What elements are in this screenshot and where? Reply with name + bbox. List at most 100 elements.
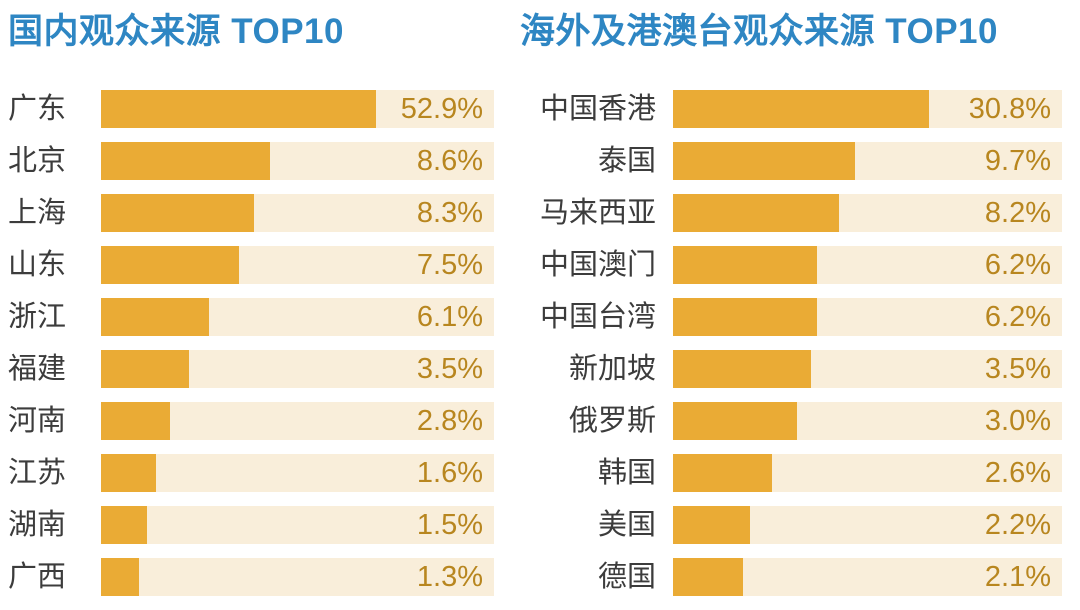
bar-fill [673, 350, 812, 388]
overseas-audience-chart: 海外及港澳台观众来源 TOP10 中国香港 30.8% 泰国 9.7% 马来西亚 8.2%… [520, 0, 1062, 610]
bar-track: 2.6% [673, 454, 1062, 492]
bar-track: 6.2% [673, 298, 1062, 336]
value-label: 8.6% [416, 145, 483, 177]
bar-fill [673, 90, 930, 128]
bar-fill [101, 402, 171, 440]
value-label: 6.2% [984, 249, 1051, 281]
bar-track: 2.1% [673, 558, 1062, 596]
bar-fill [673, 246, 817, 284]
bar-fill [673, 298, 817, 336]
value-label: 30.8% [968, 93, 1051, 125]
bar-row: 中国香港 30.8% [520, 90, 1062, 128]
bar-track: 3.5% [673, 350, 1062, 388]
domestic-audience-chart: 国内观众来源 TOP10 广东 52.9% 北京 8.6% 上海 8.3% 山东 7.5% 浙江… [8, 0, 494, 610]
bar-fill [673, 194, 840, 232]
bar-track: 30.8% [673, 90, 1062, 128]
value-label: 1.6% [416, 457, 483, 489]
bar-track: 1.5% [101, 506, 494, 544]
bar-track: 6.1% [101, 298, 494, 336]
category-label: 中国台湾 [539, 301, 656, 333]
bar-track: 8.6% [101, 142, 494, 180]
value-label: 1.3% [416, 561, 483, 593]
value-label: 6.2% [984, 301, 1051, 333]
bar-track: 2.8% [101, 402, 494, 440]
bar-fill [101, 350, 190, 388]
category-label: 广西 [8, 561, 67, 593]
bar-row: 俄罗斯 3.0% [520, 402, 1062, 440]
category-label: 河南 [8, 405, 67, 437]
bar-track: 3.5% [101, 350, 494, 388]
bar-row: 江苏 1.6% [8, 454, 494, 492]
category-label: 江苏 [8, 457, 67, 489]
bar-track: 6.2% [673, 246, 1062, 284]
value-label: 9.7% [984, 145, 1051, 177]
bar-row: 德国 2.1% [520, 558, 1062, 596]
bar-track: 52.9% [101, 90, 494, 128]
bar-row: 中国澳门 6.2% [520, 246, 1062, 284]
bar-row: 山东 7.5% [8, 246, 494, 284]
value-label: 2.8% [416, 405, 483, 437]
bar-row: 河南 2.8% [8, 402, 494, 440]
bar-track: 7.5% [101, 246, 494, 284]
bar-track: 1.3% [101, 558, 494, 596]
bar-row: 浙江 6.1% [8, 298, 494, 336]
value-label: 6.1% [416, 301, 483, 333]
bar-fill [673, 454, 772, 492]
category-label: 马来西亚 [539, 197, 656, 229]
category-label: 德国 [597, 561, 656, 593]
bar-fill [673, 506, 751, 544]
bar-fill [101, 558, 140, 596]
bar-fill [101, 90, 377, 128]
category-label: 上海 [8, 197, 67, 229]
bar-fill [673, 402, 798, 440]
value-label: 2.1% [984, 561, 1051, 593]
category-label: 广东 [8, 93, 67, 125]
bar-row: 中国台湾 6.2% [520, 298, 1062, 336]
value-label: 2.2% [984, 509, 1051, 541]
category-label: 泰国 [597, 145, 656, 177]
bar-fill [673, 558, 743, 596]
bar-fill [101, 194, 254, 232]
value-label: 52.9% [400, 93, 483, 125]
bar-track: 8.2% [673, 194, 1062, 232]
value-label: 8.3% [416, 197, 483, 229]
value-label: 3.0% [984, 405, 1051, 437]
bar-track: 2.2% [673, 506, 1062, 544]
value-label: 7.5% [416, 249, 483, 281]
value-label: 1.5% [416, 509, 483, 541]
overseas-chart-rows: 中国香港 30.8% 泰国 9.7% 马来西亚 8.2% 中国澳门 6.2% 中国台湾 6.2% 新… [520, 90, 1062, 596]
value-label: 8.2% [984, 197, 1051, 229]
category-label: 中国香港 [539, 93, 656, 125]
category-label: 湖南 [8, 509, 67, 541]
bar-track: 1.6% [101, 454, 494, 492]
bar-row: 广东 52.9% [8, 90, 494, 128]
bar-track: 3.0% [673, 402, 1062, 440]
bar-row: 福建 3.5% [8, 350, 494, 388]
category-label: 中国澳门 [539, 249, 656, 281]
category-label: 浙江 [8, 301, 67, 333]
bar-fill [101, 142, 270, 180]
domestic-chart-title: 国内观众来源 TOP10 [8, 12, 344, 51]
value-label: 3.5% [984, 353, 1051, 385]
bar-fill [673, 142, 856, 180]
bar-row: 美国 2.2% [520, 506, 1062, 544]
category-label: 福建 [8, 353, 67, 385]
bar-row: 广西 1.3% [8, 558, 494, 596]
domestic-chart-rows: 广东 52.9% 北京 8.6% 上海 8.3% 山东 7.5% 浙江 6.1% 福建 3.5% 河南 2… [8, 90, 494, 596]
category-label: 俄罗斯 [568, 405, 656, 437]
bar-row: 泰国 9.7% [520, 142, 1062, 180]
bar-row: 马来西亚 8.2% [520, 194, 1062, 232]
bar-row: 新加坡 3.5% [520, 350, 1062, 388]
bar-track: 8.3% [101, 194, 494, 232]
bar-fill [101, 506, 147, 544]
bar-track: 9.7% [673, 142, 1062, 180]
bar-row: 北京 8.6% [8, 142, 494, 180]
category-label: 新加坡 [568, 353, 656, 385]
category-label: 韩国 [597, 457, 656, 489]
bar-fill [101, 454, 156, 492]
bar-row: 韩国 2.6% [520, 454, 1062, 492]
bar-row: 上海 8.3% [8, 194, 494, 232]
category-label: 北京 [8, 145, 67, 177]
bar-fill [101, 298, 210, 336]
